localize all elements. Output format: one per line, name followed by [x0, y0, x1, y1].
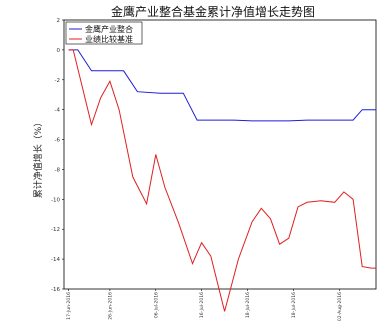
legend-label-benchmark: 业绩比较基准: [85, 34, 133, 44]
y-tick-label: -4: [55, 108, 61, 114]
x-tick-label: 06-Jul-2016: [153, 292, 159, 318]
x-tick-label: 18-Jul-2016: [245, 292, 251, 318]
legend-label-fund: 金鹰产业整合: [85, 24, 133, 34]
plot-area: 2 0 -2 -4 -6 -8 -10 -12 -14 -16 17-Jun-2016 26-Jun…: [51, 18, 377, 321]
y-tick-label: -10: [51, 197, 60, 203]
chart-title: 金鹰产业整合基金累计净值增长走势图: [111, 4, 315, 19]
x-tick-label: 26-Jun-2016: [107, 292, 113, 320]
series-lines: [68, 49, 376, 312]
y-tick-label: -12: [51, 227, 60, 233]
plot-frame: [63, 19, 377, 290]
series-line-fund: [68, 49, 376, 122]
y-tick-label: 0: [57, 48, 61, 54]
y-axis: 2 0 -2 -4 -6 -8 -10 -12 -14 -16: [51, 18, 64, 293]
y-axis-label: 累计净值增长（%）: [32, 118, 44, 199]
y-tick-label: -2: [55, 78, 60, 84]
y-tick-label: -16: [51, 287, 60, 293]
y-tick-label: -6: [55, 138, 61, 144]
legend-box: [65, 21, 143, 45]
x-axis: 17-Jun-2016 26-Jun-2016 06-Jul-2016 16-Jul-…: [66, 289, 343, 321]
y-tick-label: -8: [55, 167, 61, 173]
y-tick-label: 2: [57, 18, 61, 24]
x-tick-label: 18-Jul-2016: [291, 292, 297, 318]
x-tick-label: 16-Jul-2016: [199, 292, 205, 318]
x-tick-label: 17-Jun-2016: [66, 292, 72, 320]
y-tick-label: -14: [51, 257, 60, 263]
series-line-benchmark: [68, 49, 376, 312]
x-tick-label: 02-Aug-2016: [337, 292, 343, 321]
